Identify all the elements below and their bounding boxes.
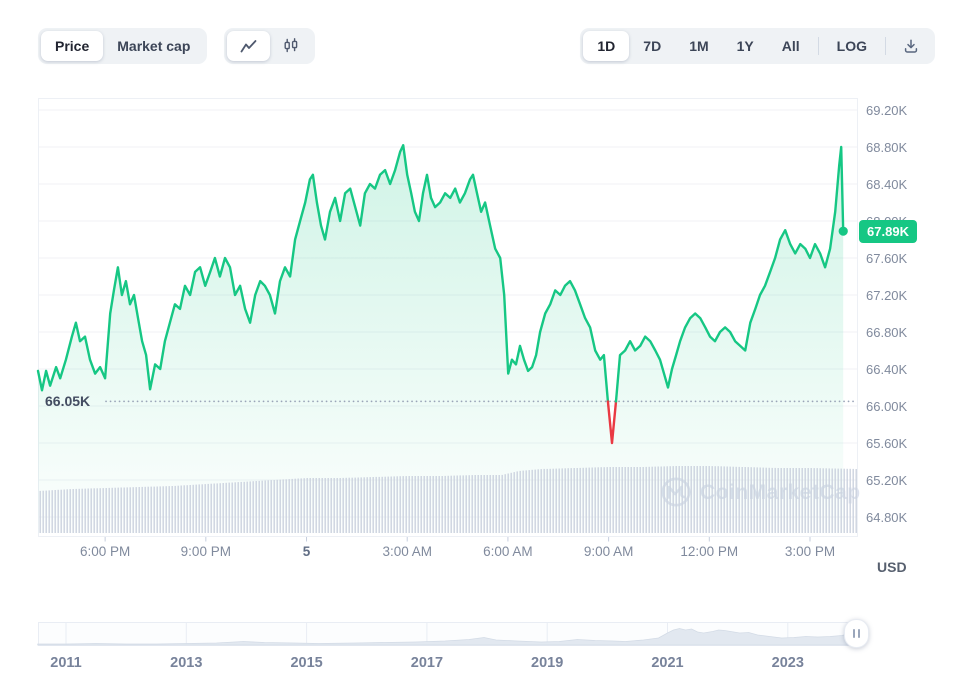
range-all-button[interactable]: All <box>768 31 814 61</box>
candlestick-icon <box>283 38 299 54</box>
y-axis-label: 66.80K <box>866 325 908 340</box>
current-price-badge: 67.89K <box>859 219 917 243</box>
timeline-year-label: 2015 <box>290 655 323 671</box>
download-icon <box>903 38 919 54</box>
y-axis-label: 69.20K <box>866 103 908 118</box>
range-7d-button[interactable]: 7D <box>629 31 675 61</box>
y-axis-label: 65.20K <box>866 473 908 488</box>
y-axis-label: 64.80K <box>866 510 908 525</box>
baseline-price-label: 66.05K <box>45 393 91 410</box>
log-scale-button[interactable]: LOG <box>823 31 881 61</box>
download-button[interactable] <box>890 31 932 61</box>
chart-type-toggle <box>224 28 315 64</box>
x-axis-label: 12:00 PM <box>680 544 739 559</box>
y-axis-label: 66.00K <box>866 399 908 414</box>
handle-grip-icon <box>858 629 860 638</box>
candlestick-chart-type-button[interactable] <box>270 31 312 61</box>
x-axis-label: 3:00 PM <box>784 544 836 559</box>
y-axis-label: 67.60K <box>866 251 908 266</box>
x-axis-label: 6:00 AM <box>483 544 533 559</box>
y-axis-label: 66.40K <box>866 362 908 377</box>
handle-grip-icon <box>853 629 855 638</box>
y-axis-label: 68.40K <box>866 177 908 192</box>
y-axis-label: 67.20K <box>866 288 908 303</box>
range-1y-button[interactable]: 1Y <box>723 31 768 61</box>
range-1m-button[interactable]: 1M <box>675 31 722 61</box>
usd-unit-label: USD <box>877 559 907 575</box>
timeline-year-label: 2017 <box>410 655 444 671</box>
x-axis-label: 6:00 PM <box>79 544 131 559</box>
timeline-minimap[interactable] <box>38 621 858 647</box>
chart-plot-area[interactable] <box>38 98 858 537</box>
timeline-year-label: 2023 <box>771 655 804 671</box>
timeline-year-label: 2013 <box>170 655 203 671</box>
metric-toggle: Price Market cap <box>38 28 208 64</box>
toolbar-divider <box>817 37 819 55</box>
x-axis-label: 5 <box>302 544 311 559</box>
x-axis-label: 9:00 AM <box>583 544 634 559</box>
line-chart-icon <box>240 39 257 54</box>
timeline-year-label: 2021 <box>651 655 684 671</box>
y-axis-label: 65.60K <box>866 436 908 451</box>
toolbar-divider <box>885 37 886 55</box>
timeline-scrub-handle[interactable] <box>844 619 869 648</box>
line-chart-type-button[interactable] <box>227 31 270 61</box>
timeline-year-label: 2011 <box>50 655 82 671</box>
price-tab[interactable]: Price <box>41 31 104 61</box>
range-toggle: 1D 7D 1M 1Y All LOG <box>580 28 935 64</box>
x-axis-label: 3:00 AM <box>382 544 432 559</box>
x-axis-label: 9:00 PM <box>180 544 231 559</box>
y-axis-label: 68.80K <box>866 140 908 155</box>
timeline-year-label: 2019 <box>531 655 564 671</box>
market-cap-tab[interactable]: Market cap <box>103 31 204 61</box>
range-1d-button[interactable]: 1D <box>583 31 630 61</box>
